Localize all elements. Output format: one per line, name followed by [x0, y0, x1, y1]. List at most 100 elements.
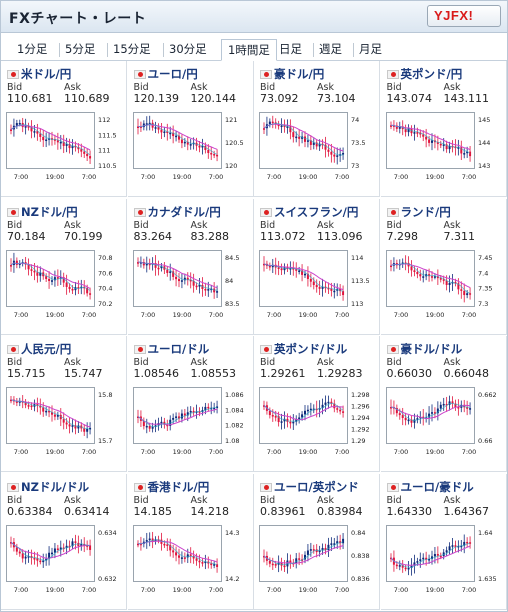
- candle-body: [42, 407, 45, 412]
- x-tick-label: 19:00: [425, 311, 444, 319]
- pair-card[interactable]: NZドル/円 Bid Ask 70.184 70.199 70.8 70.6 70.4 70.2…: [1, 198, 127, 335]
- tab-timeframe[interactable]: 1時間足: [221, 39, 277, 61]
- pair-name[interactable]: ユーロ/円: [133, 66, 198, 82]
- moving-average-line: [263, 123, 344, 152]
- mini-chart[interactable]: 0.634 0.632 7:00 19:00 7:00: [5, 524, 125, 596]
- mini-chart[interactable]: 1.298 1.296 1.294 1.292 1.29 7:00 19:00 7:00: [258, 386, 378, 458]
- candle-body: [468, 408, 471, 410]
- mini-chart[interactable]: 0.84 0.838 0.836 7:00 19:00 7:00: [258, 524, 378, 596]
- bid-label: Bid: [7, 494, 23, 506]
- pair-name[interactable]: 豪ドル/ドル: [386, 341, 462, 357]
- pair-name[interactable]: NZドル/円: [7, 204, 78, 220]
- pair-card[interactable]: 人民元/円 Bid Ask 15.715 15.747 15.8 15.7 7:00 19:00…: [1, 336, 127, 472]
- candle-body: [410, 265, 412, 270]
- candle-body: [89, 292, 92, 295]
- mini-chart[interactable]: 112 111.5 111 110.5 7:00 19:00 7:00: [5, 111, 125, 183]
- flag-icon: [133, 207, 146, 217]
- pair-name[interactable]: 人民元/円: [7, 341, 71, 357]
- candle-body: [342, 411, 345, 413]
- pair-name[interactable]: ユーロ/英ポンド: [260, 479, 359, 495]
- pair-card[interactable]: ユーロ/英ポンド Bid Ask 0.83961 0.83984 0.84 0.838 0.8…: [254, 473, 380, 610]
- pair-name[interactable]: 香港ドル/円: [133, 479, 210, 495]
- pair-name[interactable]: スイスフラン/円: [260, 204, 358, 220]
- candle-body: [42, 560, 45, 562]
- ask-value: 0.66048: [443, 367, 490, 380]
- tab-timeframe[interactable]: 月足: [359, 42, 382, 56]
- candle-body: [165, 269, 168, 273]
- tab-timeframe[interactable]: 30分足: [169, 42, 207, 56]
- x-tick-label: 7:00: [140, 586, 155, 594]
- pair-card[interactable]: 香港ドル/円 Bid Ask 14.185 14.218 14.3 14.2 7:00 19:0…: [127, 473, 254, 610]
- candle-body: [80, 543, 83, 546]
- candle-body: [56, 276, 59, 279]
- tab-separator: [59, 43, 60, 57]
- x-tick-label: 19:00: [172, 586, 191, 594]
- candle-body: [263, 128, 265, 130]
- mini-chart[interactable]: 114 113.5 113 7:00 19:00 7:00: [258, 249, 378, 321]
- candle-body: [136, 126, 139, 129]
- candle-body: [159, 421, 162, 424]
- pair-card[interactable]: ユーロ/ドル Bid Ask 1.08546 1.08553 1.086 1.084 1.08…: [127, 336, 254, 472]
- tab-timeframe[interactable]: 5分足: [65, 42, 96, 56]
- pair-label: 米ドル/円: [21, 67, 72, 81]
- candle-body: [433, 275, 436, 278]
- x-tick-label: 7:00: [14, 173, 29, 181]
- mini-chart[interactable]: 145 144 143 7:00 19:00 7:00: [385, 111, 505, 183]
- ask-value: 143.111: [443, 92, 490, 105]
- candle-body: [333, 403, 336, 409]
- candle-body: [412, 419, 415, 423]
- x-tick-label: 7:00: [393, 311, 408, 319]
- mini-chart[interactable]: 74 73.5 73 7:00 19:00 7:00: [258, 111, 378, 183]
- pair-name[interactable]: 英ポンド/ドル: [260, 341, 347, 357]
- mini-chart[interactable]: 14.3 14.2 7:00 19:00 7:00: [132, 524, 252, 596]
- candle-body: [295, 418, 298, 422]
- candle-body: [268, 121, 271, 125]
- pair-card[interactable]: ユーロ/円 Bid Ask 120.139 120.144 121 120.5 120 7:00…: [127, 61, 254, 197]
- mini-chart[interactable]: 84.5 84 83.5 7:00 19:00 7:00: [132, 249, 252, 321]
- candle-body: [177, 278, 180, 281]
- pair-label: 香港ドル/円: [147, 479, 210, 494]
- mini-chart[interactable]: 1.64 1.635 7:00 19:00 7:00: [385, 524, 505, 596]
- tab-timeframe[interactable]: 15分足: [113, 42, 151, 56]
- mini-chart[interactable]: 7.45 7.4 7.35 7.3 7:00 19:00 7:00: [385, 249, 505, 321]
- pair-name[interactable]: ユーロ/豪ドル: [386, 479, 474, 495]
- pair-card[interactable]: 英ポンド/円 Bid Ask 143.074 143.111 145 144 143 7:00 1…: [380, 61, 507, 197]
- candle-body: [415, 132, 418, 134]
- pair-card[interactable]: 豪ドル/ドル Bid Ask 0.66030 0.66048 0.662 0.66 7:00 1…: [380, 336, 507, 472]
- mini-chart[interactable]: 70.8 70.6 70.4 70.2 7:00 19:00 7:00: [5, 249, 125, 321]
- tab-timeframe[interactable]: 週足: [319, 42, 342, 56]
- pair-card[interactable]: ユーロ/豪ドル Bid Ask 1.64330 1.64367 1.64 1.635 7:00…: [380, 473, 507, 610]
- pair-card[interactable]: スイスフラン/円 Bid Ask 113.072 113.096 114 113.5 113 7…: [254, 198, 380, 335]
- pair-card[interactable]: 英ポンド/ドル Bid Ask 1.29261 1.29283 1.298 1.296 1.2…: [254, 336, 380, 472]
- pair-card[interactable]: カナダドル/円 Bid Ask 83.264 83.288 84.5 84 83.5 7:00 1…: [127, 198, 254, 335]
- mini-chart[interactable]: 121 120.5 120 7:00 19:00 7:00: [132, 111, 252, 183]
- yjfx-logo[interactable]: YJFX!: [427, 5, 501, 27]
- mini-chart[interactable]: 1.086 1.084 1.082 1.08 7:00 19:00 7:00: [132, 386, 252, 458]
- pair-name[interactable]: ランド/円: [386, 204, 451, 220]
- bid-label: Bid: [260, 357, 276, 368]
- pair-name[interactable]: 英ポンド/円: [386, 66, 462, 82]
- candle-body: [312, 281, 315, 285]
- candle-body: [415, 560, 418, 563]
- pair-name[interactable]: カナダドル/円: [133, 204, 221, 220]
- pair-name[interactable]: 米ドル/円: [7, 66, 71, 82]
- candle-body: [468, 541, 471, 544]
- y-tick-label: 1.64: [478, 529, 492, 537]
- mini-chart[interactable]: 0.662 0.66 7:00 19:00 7:00: [385, 386, 505, 458]
- pair-name[interactable]: 豪ドル/円: [260, 66, 324, 82]
- tab-timeframe[interactable]: 日足: [279, 42, 302, 56]
- pair-card[interactable]: ランド/円 Bid Ask 7.298 7.311 7.45 7.4 7.35 7.3 7:00 1…: [380, 198, 507, 335]
- mini-chart[interactable]: 15.8 15.7 7:00 19:00 7:00: [5, 386, 125, 458]
- tab-timeframe[interactable]: 1分足: [17, 42, 48, 56]
- bid-label: Bid: [133, 82, 149, 93]
- pair-name[interactable]: ユーロ/ドル: [133, 341, 209, 357]
- pair-card[interactable]: 米ドル/円 Bid Ask 110.681 110.689 112 111.5 111 110.…: [1, 61, 127, 197]
- pair-card[interactable]: 豪ドル/円 Bid Ask 73.092 73.104 74 73.5 73 7:00 19:00…: [254, 61, 380, 197]
- flag-icon: [260, 207, 272, 217]
- candle-body: [136, 261, 139, 264]
- pair-card[interactable]: NZドル/ドル Bid Ask 0.63384 0.63414 0.634 0.632 7:0…: [1, 473, 127, 610]
- candle-body: [268, 560, 271, 564]
- pair-name[interactable]: NZドル/ドル: [7, 479, 89, 495]
